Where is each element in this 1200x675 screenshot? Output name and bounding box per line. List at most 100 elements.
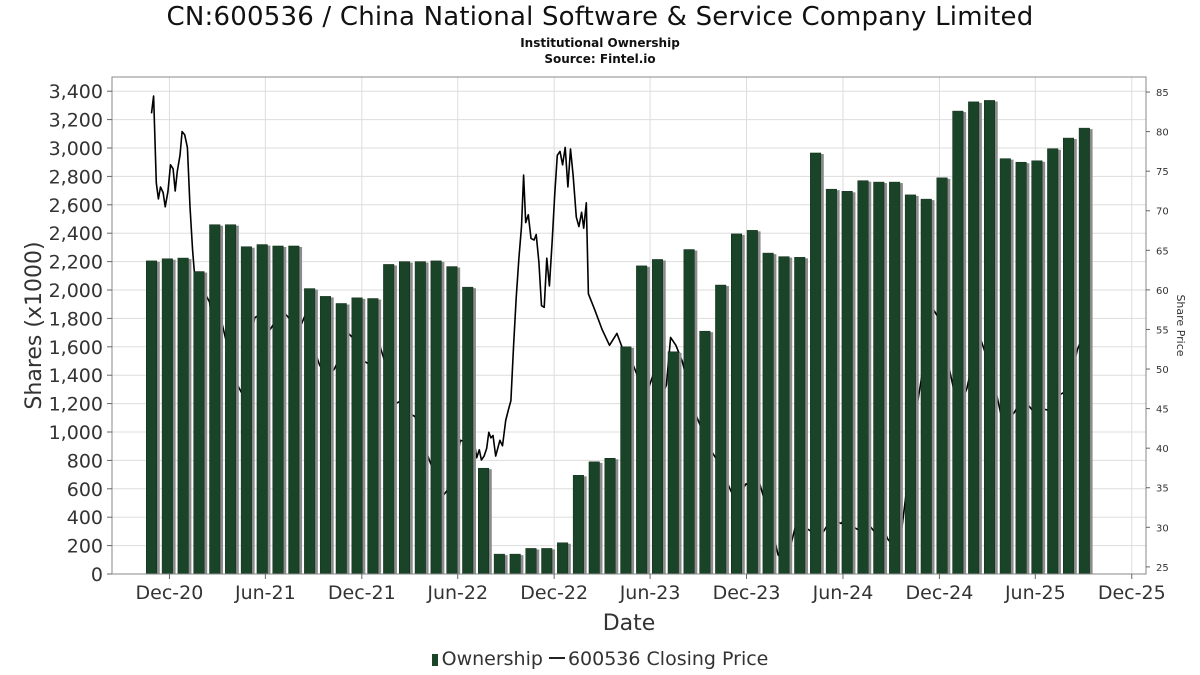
ownership-bar [825, 188, 837, 575]
ownership-bar [509, 553, 521, 575]
y-tick-label: 200 [67, 536, 103, 558]
ownership-bar [841, 191, 853, 575]
y-tick-label: 1,800 [49, 308, 103, 330]
ownership-bar [920, 198, 932, 575]
y-tick-label: 0 [91, 564, 103, 586]
y-tick-label: 400 [67, 507, 103, 529]
x-axis-label: Date [603, 611, 656, 636]
ownership-bar [999, 158, 1011, 575]
chart-title: CN:600536 / China National Software & Se… [166, 2, 1034, 32]
x-tick-label: Dec-20 [136, 582, 204, 604]
ownership-bar [398, 261, 410, 575]
legend-price-label: 600536 Closing Price [567, 648, 769, 670]
y-tick-label: 3,400 [49, 81, 103, 103]
x-tick-label: Dec-21 [328, 582, 396, 604]
ownership-bar [383, 264, 395, 575]
y2-tick-label: 35 [1156, 484, 1169, 495]
plot-frame [111, 76, 1147, 575]
y2-tick-label: 25 [1156, 563, 1169, 574]
y2-tick-label: 75 [1156, 167, 1169, 178]
ownership-bar [209, 224, 221, 575]
ownership-bar [731, 233, 743, 575]
ownership-bar [177, 257, 189, 575]
ownership-bar [746, 230, 758, 575]
y-tick-label: 1,000 [49, 422, 103, 444]
ownership-bar [1015, 161, 1027, 575]
y-tick-label: 1,200 [49, 394, 103, 416]
ownership-bar [557, 542, 569, 575]
y2-tick-label: 80 [1156, 128, 1169, 139]
ownership-bar [778, 256, 790, 575]
y-tick-label: 1,600 [49, 337, 103, 359]
ownership-bar [936, 177, 948, 575]
chart-source: Source: Fintel.io [544, 52, 656, 66]
ownership-bar [762, 252, 774, 575]
ownership-bar [462, 286, 474, 575]
ownership-bar [351, 297, 363, 575]
ownership-bar [1031, 160, 1043, 575]
ownership-bar [319, 296, 331, 575]
ownership-bar [478, 467, 490, 575]
ownership-bar [288, 245, 300, 575]
x-tick-label: Dec-25 [1098, 582, 1166, 604]
y-axis-label: Shares (x1000) [22, 241, 47, 409]
ownership-bar [572, 475, 584, 575]
y2-tick-label: 40 [1156, 444, 1169, 455]
y-tick-label: 600 [67, 479, 103, 501]
y2-tick-label: 45 [1156, 405, 1169, 416]
legend-ownership-label: Ownership [441, 648, 543, 670]
ownership-bar [857, 180, 869, 575]
ownership-bar [983, 100, 995, 575]
legend: Ownership 600536 Closing Price [0, 645, 1200, 673]
ownership-bar [620, 346, 632, 575]
y-tick-label: 2,600 [49, 195, 103, 217]
ownership-bar [683, 249, 695, 575]
x-tick-label: Jun-25 [1004, 582, 1066, 604]
y2-tick-label: 85 [1156, 88, 1169, 99]
ownership-bar [1078, 127, 1090, 575]
ownership-bar [873, 181, 885, 575]
x-tick-label: Dec-23 [713, 582, 781, 604]
y-tick-label: 2,800 [49, 166, 103, 188]
ownership-bar [146, 260, 158, 575]
x-tick-label: Dec-24 [906, 582, 974, 604]
y-tick-label: 2,000 [49, 280, 103, 302]
ownership-bar [968, 101, 980, 575]
y-tick-label: 1,400 [49, 365, 103, 387]
ownership-bar [667, 351, 679, 575]
ownership-bar [810, 152, 822, 575]
ownership-bar [794, 257, 806, 575]
y2-axis-label: Share Price [1174, 294, 1187, 356]
ownership-bar [335, 303, 347, 575]
y-tick-label: 2,200 [49, 252, 103, 274]
y2-tick-label: 30 [1156, 523, 1169, 534]
legend-ownership-swatch [431, 654, 438, 666]
ownership-bar [161, 258, 173, 575]
ownership-bar [493, 553, 505, 575]
ownership-bar [367, 298, 379, 575]
ownership-bar [715, 284, 727, 575]
x-tick-label: Jun-21 [234, 582, 296, 604]
ownership-bar [952, 110, 964, 575]
x-tick-label: Jun-23 [619, 582, 681, 604]
ownership-bar [430, 260, 442, 575]
ownership-bar [1047, 148, 1059, 575]
ownership-bar [889, 181, 901, 575]
ownership-bar [604, 458, 616, 575]
x-tick-label: Jun-24 [812, 582, 874, 604]
ownership-bar [272, 245, 284, 575]
ownership-bar [225, 224, 237, 575]
ownership-bar [651, 259, 663, 575]
ownership-bar [1063, 137, 1075, 575]
ownership-bar [240, 246, 252, 575]
y-tick-label: 800 [67, 450, 103, 472]
chart-subtitle: Institutional Ownership [520, 36, 680, 50]
axes: 0 200 400 600 800 1,000 1,200 1,400 1,600 1,800 2,… [49, 81, 1169, 604]
ownership-bar [446, 266, 458, 575]
ownership-bar [414, 261, 426, 575]
y2-tick-label: 65 [1156, 246, 1169, 257]
x-tick-label: Jun-22 [426, 582, 488, 604]
y-tick-label: 3,000 [49, 138, 103, 160]
y2-tick-label: 55 [1156, 325, 1169, 336]
y2-tick-label: 50 [1156, 365, 1169, 376]
